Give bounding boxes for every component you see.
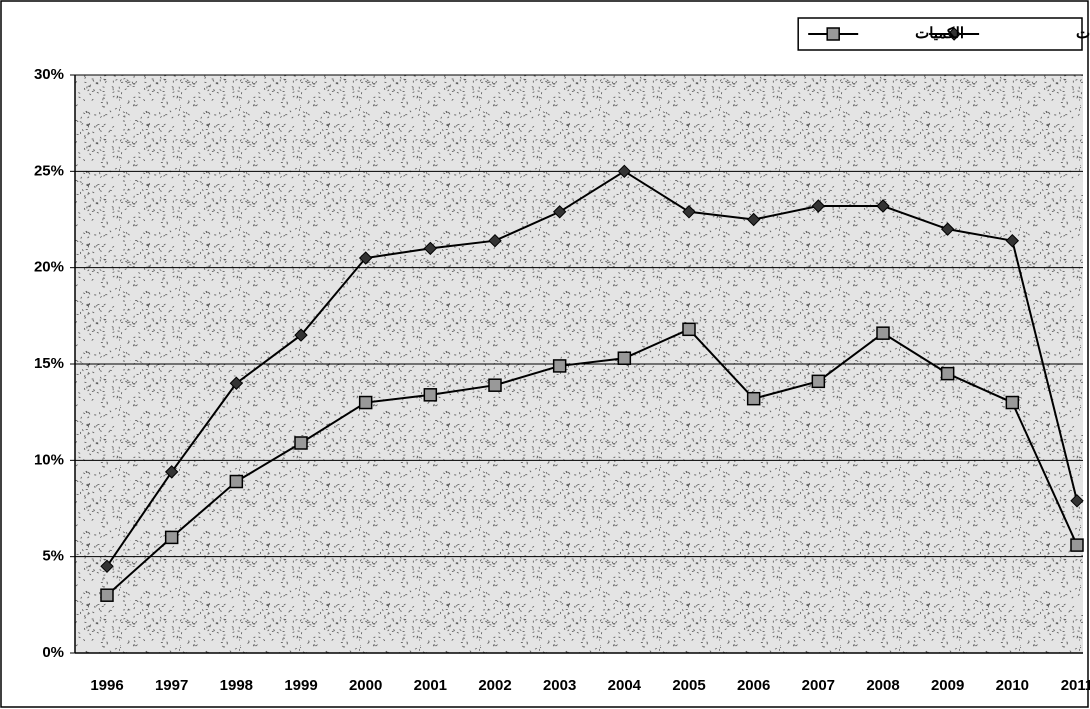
legend-marker: [826, 27, 840, 41]
point: [940, 366, 955, 381]
point: [876, 199, 890, 213]
point: [488, 378, 502, 392]
point: [617, 351, 632, 365]
point: [1070, 494, 1084, 508]
point: [100, 588, 114, 602]
legend-marker: [947, 27, 961, 41]
x-tick-label: 2003: [543, 677, 576, 694]
point: [164, 530, 179, 545]
point: [617, 164, 632, 179]
y-tick-label: 30%: [34, 66, 64, 83]
point: [294, 328, 308, 342]
y-tick-label: 10%: [34, 451, 64, 468]
x-tick-label: 2009: [931, 677, 964, 694]
x-tick-label: 2002: [478, 677, 511, 694]
point: [1005, 233, 1020, 248]
x-tick-label: 1998: [220, 677, 253, 694]
series-line: [106, 170, 1078, 567]
x-tick-label: 2007: [802, 677, 835, 694]
y-tick-label: 0%: [42, 644, 64, 661]
x-tick-label: 2005: [672, 677, 705, 694]
point: [876, 326, 890, 340]
x-tick-label: 2006: [737, 677, 770, 694]
legend-label: الكميات: [915, 25, 964, 42]
point: [746, 212, 761, 227]
point: [552, 359, 567, 373]
y-tick-label: 15%: [34, 355, 64, 372]
x-tick-label: 1996: [90, 677, 123, 694]
point: [488, 233, 502, 248]
point: [811, 199, 826, 213]
x-tick-label: 2001: [414, 677, 447, 694]
x-tick-label: 2010: [996, 677, 1029, 694]
x-tick-label: 1999: [284, 677, 317, 694]
point: [358, 251, 373, 265]
x-tick-label: 2011: [1061, 677, 1090, 694]
series-line: [106, 328, 1078, 596]
point: [423, 388, 438, 402]
point: [811, 374, 826, 389]
point: [164, 465, 179, 479]
x-tick-label: 2000: [349, 677, 382, 694]
point: [682, 322, 696, 337]
point: [1005, 395, 1020, 410]
x-tick-label: 2008: [866, 677, 899, 694]
point: [940, 222, 955, 236]
x-tick-label: 1997: [155, 677, 188, 694]
y-tick-label: 25%: [34, 162, 64, 179]
point: [294, 436, 308, 450]
point: [746, 391, 761, 406]
point: [682, 205, 696, 219]
point: [358, 395, 373, 410]
point: [552, 205, 567, 219]
point: [423, 241, 438, 256]
x-tick-label: 2004: [608, 677, 642, 694]
y-tick-label: 20%: [34, 259, 64, 276]
point: [1070, 538, 1084, 552]
point: [100, 559, 114, 574]
point: [229, 474, 244, 489]
legend-label: رقم المعاملات: [1076, 25, 1090, 42]
point: [229, 376, 244, 390]
y-tick-label: 5%: [42, 548, 64, 565]
